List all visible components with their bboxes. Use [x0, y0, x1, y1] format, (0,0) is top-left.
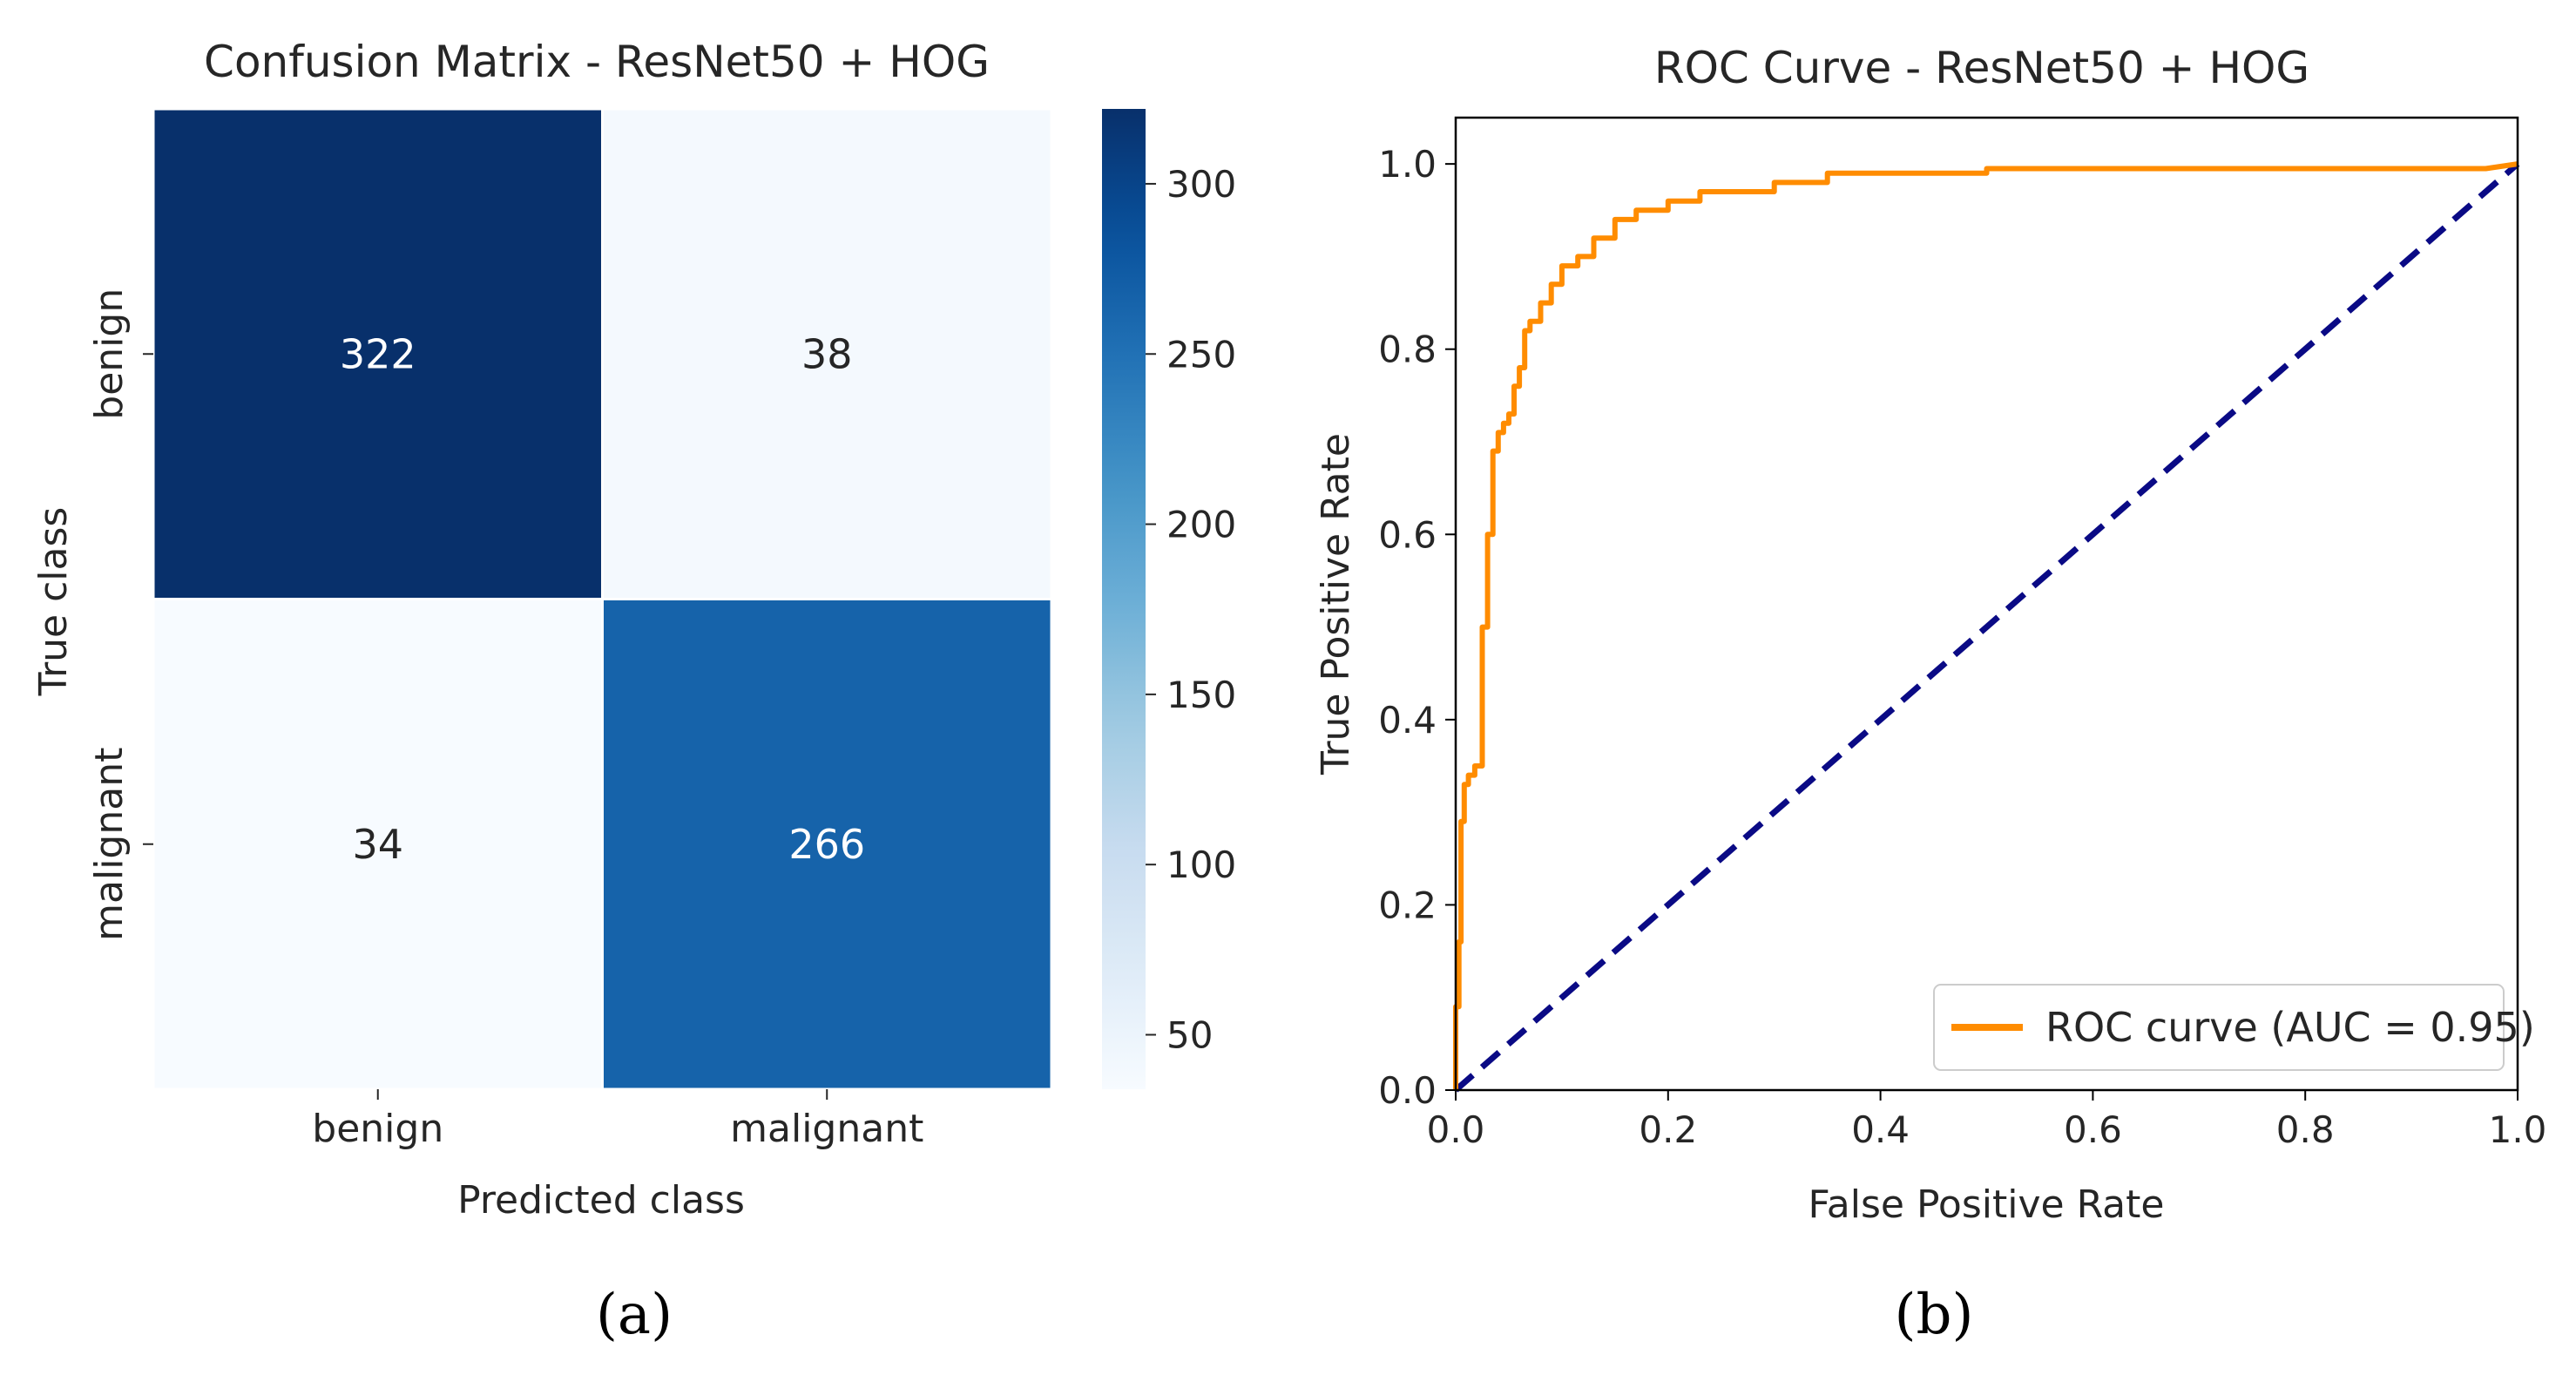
roc-y-tick-label: 0.6: [1378, 513, 1437, 556]
cm-colorbar-bar: [1102, 109, 1146, 1089]
cm-colorbar-tick-label: 100: [1166, 843, 1236, 886]
roc-curve-line: [1453, 161, 2519, 1090]
cm-colorbar-tick-label: 50: [1166, 1014, 1213, 1057]
roc-x-tick-label: 0.8: [2276, 1108, 2335, 1151]
cm-title: Confusion Matrix - ResNet50 + HOG: [204, 37, 990, 87]
roc-x-tick-label: 0.0: [1427, 1108, 1485, 1151]
cm-axis-ticks: benign malignant benign malignant: [87, 288, 923, 1151]
roc-series: [1453, 161, 2520, 1093]
roc-x-tick-label: 1.0: [2489, 1108, 2547, 1151]
roc-legend: ROC curve (AUC = 0.95): [1933, 984, 2535, 1071]
roc-plot-frame: [1454, 116, 2519, 1092]
cm-x-tick-label: malignant: [730, 1107, 923, 1151]
roc-chance-line: [1453, 161, 2520, 1093]
roc-x-tick-label: 0.6: [2064, 1108, 2122, 1151]
cm-colorbar-tick-label: 300: [1166, 163, 1236, 206]
roc-y-tick-label: 0.8: [1378, 329, 1437, 371]
cm-cell: [152, 598, 604, 1091]
cm-y-axis-label: True class: [31, 507, 76, 697]
roc-axis-ticks: 0.0 0.2 0.4 0.6 0.8 1.0 0.0 0.2 0.4 0.6 0.8 1.0: [1378, 143, 2546, 1151]
cm-colorbar-tick-label: 250: [1166, 333, 1236, 376]
roc-y-tick-label: 0.0: [1378, 1069, 1437, 1112]
roc-x-axis-label: False Positive Rate: [1809, 1182, 2165, 1227]
legend-box: [1933, 984, 2505, 1071]
cm-cell-value: 266: [788, 821, 865, 868]
roc-x-tick-label: 0.2: [1639, 1108, 1697, 1151]
cm-cell: [601, 598, 1053, 1091]
roc-y-tick-label: 0.4: [1378, 699, 1437, 742]
cm-y-tick-label: malignant: [87, 748, 132, 941]
panel-label-b: (b): [1895, 1283, 1974, 1347]
roc-title: ROC Curve - ResNet50 + HOG: [1654, 43, 2309, 93]
roc-x-tick-label: 0.4: [1851, 1108, 1910, 1151]
cm-colorbar-tick-label: 150: [1166, 674, 1236, 716]
panel-label-a: (a): [596, 1283, 673, 1347]
cm-cell: [601, 107, 1053, 600]
roc-y-tick-label: 0.2: [1378, 884, 1437, 926]
roc-y-axis-label: True Positive Rate: [1314, 433, 1358, 776]
cm-cell-value: 322: [340, 330, 416, 377]
confusion-matrix-chart: Confusion Matrix - ResNet50 + HOG 322 383…: [31, 37, 1236, 1223]
roc-y-tick-label: 1.0: [1378, 143, 1437, 186]
cm-cell: [152, 107, 604, 600]
cm-y-tick-label: benign: [87, 288, 132, 420]
cm-cell-value: 34: [352, 821, 403, 868]
cm-colorbar: 50 100 150 200 250 300: [1102, 109, 1236, 1089]
cm-x-tick-label: benign: [312, 1107, 443, 1151]
cm-colorbar-tick-label: 200: [1166, 504, 1236, 546]
cm-cells: 322 38 34 266: [152, 107, 1053, 1091]
roc-chart: ROC Curve - ResNet50 + HOG 0.0 0.2 0.4 0.6 0…: [1314, 43, 2546, 1227]
cm-cell-value: 38: [801, 330, 853, 377]
legend-label-roc: ROC curve (AUC = 0.95): [2045, 1004, 2535, 1051]
cm-x-axis-label: Predicted class: [457, 1178, 745, 1223]
